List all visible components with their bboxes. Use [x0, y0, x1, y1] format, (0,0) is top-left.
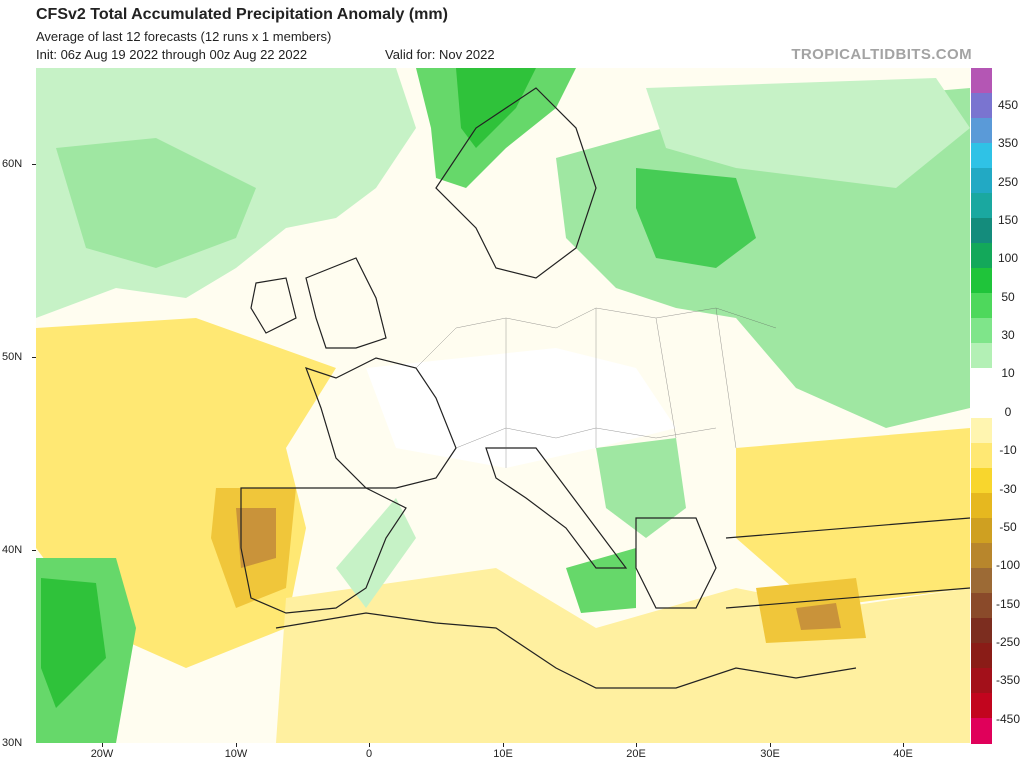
coast-scandinavia: [435, 87, 597, 279]
lat-label-50n: 50N: [2, 351, 23, 363]
colorbar-swatch: [971, 693, 992, 719]
colorbar-label: -100: [995, 558, 1021, 573]
coast-italy: [485, 447, 628, 569]
colorbar-swatch: [971, 618, 992, 644]
lat-label-30n: 30N: [2, 737, 23, 749]
lat-tick: [32, 357, 36, 358]
coast-france: [304, 357, 457, 489]
coast-britain: [305, 257, 387, 349]
chart-title: CFSv2 Total Accumulated Precipitation An…: [36, 6, 448, 23]
colorbar-swatch: [971, 518, 992, 544]
colorbar-swatch: [971, 143, 992, 169]
coast-iberia: [240, 487, 407, 614]
coast-ireland: [250, 277, 297, 334]
colorbar-label: 350: [997, 136, 1019, 151]
precipitation-map: [36, 68, 970, 743]
colorbar-label: -50: [999, 519, 1017, 534]
colorbar-label: -350: [995, 673, 1021, 688]
anomaly-green-atlantic-inner: [56, 138, 256, 268]
anomaly-yellow-turkey: [736, 428, 970, 608]
lon-label-10w: 10W: [224, 748, 248, 760]
colorbar-swatch: [971, 568, 992, 594]
colorbar-label: 150: [997, 213, 1019, 228]
anomaly-brown-portugal: [236, 508, 276, 568]
init-time: Init: 06z Aug 19 2022 through 00z Aug 22…: [36, 47, 308, 62]
anomaly-brown-cyprus: [796, 603, 841, 630]
lon-label-20w: 20W: [90, 748, 114, 760]
lon-tick: [770, 743, 771, 747]
lon-tick: [636, 743, 637, 747]
colorbar-swatch: [971, 193, 992, 219]
colorbar-swatch: [971, 293, 992, 319]
anomaly-green-iberia-east: [336, 498, 416, 608]
anomaly-green-baltic: [636, 168, 756, 268]
colorbar: [971, 68, 992, 744]
colorbar-label: -10: [999, 443, 1017, 458]
coast-africa: [275, 612, 857, 689]
valid-time: Valid for: Nov 2022: [385, 47, 495, 62]
colorbar-swatch: [971, 393, 992, 419]
colorbar-swatch: [971, 318, 992, 344]
anomaly-green-sicily: [566, 548, 636, 613]
map-canvas: [36, 68, 970, 743]
lon-tick: [102, 743, 103, 747]
lon-tick: [903, 743, 904, 747]
lat-label-40n: 40N: [2, 544, 23, 556]
colorbar-swatch: [971, 418, 992, 444]
colorbar-swatch: [971, 243, 992, 269]
lon-tick: [503, 743, 504, 747]
subtitle: Average of last 12 forecasts (12 runs x …: [36, 29, 332, 44]
colorbar-swatch: [971, 468, 992, 494]
coast-greece: [635, 517, 717, 609]
country-borders: [415, 307, 777, 468]
coastlines: [240, 87, 970, 689]
colorbar-label: 30: [1001, 328, 1015, 343]
lon-tick: [236, 743, 237, 747]
colorbar-swatch: [971, 668, 992, 694]
colorbar-swatch: [971, 218, 992, 244]
colorbar-swatch: [971, 593, 992, 619]
colorbar-label: -30: [999, 481, 1017, 496]
colorbar-swatch: [971, 268, 992, 294]
colorbar-swatch: [971, 168, 992, 194]
colorbar-label: -150: [995, 596, 1021, 611]
colorbar-swatch: [971, 643, 992, 669]
anomaly-green-balkans: [596, 438, 686, 538]
colorbar-label: 100: [997, 251, 1019, 266]
colorbar-swatch: [971, 543, 992, 569]
colorbar-swatch: [971, 493, 992, 519]
colorbar-swatch: [971, 68, 992, 94]
colorbar-label: 250: [997, 174, 1019, 189]
lon-label-0: 0: [365, 748, 373, 760]
colorbar-swatch: [971, 368, 992, 394]
colorbar-label: -450: [995, 711, 1021, 726]
colorbar-label: -250: [995, 634, 1021, 649]
coast-turkey: [725, 517, 970, 609]
colorbar-swatch: [971, 718, 992, 744]
lon-tick: [369, 743, 370, 747]
colorbar-label: 0: [1004, 404, 1012, 419]
colorbar-swatch: [971, 343, 992, 369]
colorbar-swatch: [971, 443, 992, 469]
colorbar-swatch: [971, 118, 992, 144]
anomaly-green-southwest-core: [41, 578, 106, 708]
anomaly-green-finland: [646, 78, 970, 188]
lat-tick: [32, 550, 36, 551]
colorbar-label: 450: [997, 98, 1019, 112]
lon-label-30e: 30E: [760, 748, 780, 760]
lon-label-10e: 10E: [493, 748, 513, 760]
colorbar-label: 10: [1001, 366, 1015, 381]
colorbar-label: 50: [1001, 289, 1015, 304]
lat-label-60n: 60N: [2, 158, 23, 170]
lat-tick: [32, 164, 36, 165]
colorbar-swatch: [971, 93, 992, 119]
lon-label-20e: 20E: [626, 748, 646, 760]
lon-label-40e: 40E: [893, 748, 913, 760]
anomaly-neutral-central: [366, 348, 676, 468]
brand-watermark: TROPICALTIDBITS.COM: [791, 46, 972, 63]
